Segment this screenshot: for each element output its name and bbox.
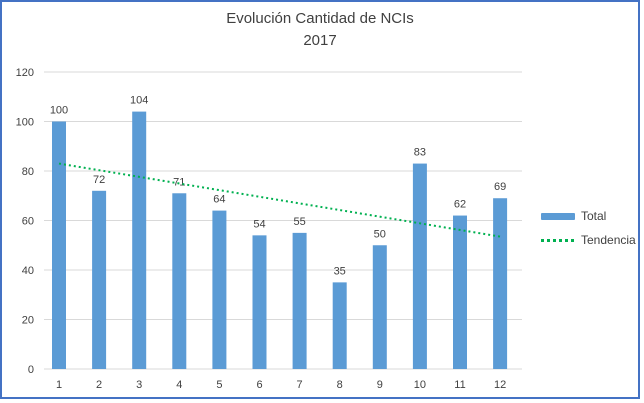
legend: Total Tendencia <box>541 209 636 247</box>
bar-value-label: 69 <box>494 181 506 193</box>
legend-label-total: Total <box>581 209 607 223</box>
y-tick-label: 40 <box>22 265 34 277</box>
bar-value-label: 100 <box>50 105 68 117</box>
x-tick-label: 8 <box>337 379 343 391</box>
bar-value-label: 71 <box>173 176 185 188</box>
bar-value-label: 35 <box>334 265 346 277</box>
x-tick-label: 5 <box>216 379 222 391</box>
y-tick-label: 80 <box>22 166 34 178</box>
y-tick-label: 0 <box>28 364 34 376</box>
bar-value-label: 54 <box>253 218 265 230</box>
bar-9[interactable] <box>372 245 387 369</box>
bar-value-label: 72 <box>93 174 105 186</box>
y-tick-label: 20 <box>22 315 34 327</box>
x-tick-label: 1 <box>56 379 62 391</box>
total-series-swatch <box>541 212 575 220</box>
x-tick-label: 10 <box>414 379 426 391</box>
bar-value-label: 55 <box>293 216 305 228</box>
bar-value-label: 64 <box>213 194 225 206</box>
bar-6[interactable] <box>252 235 267 369</box>
bar-3[interactable] <box>132 111 147 369</box>
plot-area: 0 20 40 60 80 100 120 100 1 72 2 104 3 71 4 64 5 54 6 55 7 35… <box>16 67 522 391</box>
chart-title: Evolución Cantidad de NCIs <box>226 10 414 27</box>
bar-2[interactable] <box>92 190 107 369</box>
x-tick-label: 12 <box>494 379 506 391</box>
x-tick-label: 3 <box>136 379 142 391</box>
chart-subtitle: 2017 <box>303 32 337 49</box>
bar-value-label: 83 <box>414 147 426 159</box>
bar-12[interactable] <box>493 198 508 369</box>
legend-label-tendencia: Tendencia <box>581 233 636 247</box>
y-tick-label: 120 <box>16 67 34 79</box>
bar-value-label: 50 <box>374 228 386 240</box>
x-tick-label: 2 <box>96 379 102 391</box>
x-tick-label: 6 <box>256 379 262 391</box>
bar-7[interactable] <box>292 232 307 369</box>
bar-value-label: 62 <box>454 199 466 211</box>
x-tick-label: 7 <box>297 379 303 391</box>
y-tick-label: 100 <box>16 117 34 129</box>
bar-8[interactable] <box>332 282 347 369</box>
y-tick-label: 60 <box>22 216 34 228</box>
legend-item-tendencia[interactable]: Tendencia <box>541 233 636 247</box>
bar-11[interactable] <box>453 215 467 369</box>
bar-value-label: 104 <box>130 95 148 107</box>
tendencia-series-swatch <box>541 238 575 242</box>
bar-4[interactable] <box>172 193 187 369</box>
x-tick-label: 11 <box>454 379 465 391</box>
x-tick-label: 9 <box>377 379 383 391</box>
bar-10[interactable] <box>412 163 427 369</box>
bar-1[interactable] <box>52 121 66 370</box>
legend-item-total[interactable]: Total <box>541 209 636 223</box>
trend-line <box>58 162 501 238</box>
x-tick-label: 4 <box>176 379 182 391</box>
bar-5[interactable] <box>212 210 227 369</box>
